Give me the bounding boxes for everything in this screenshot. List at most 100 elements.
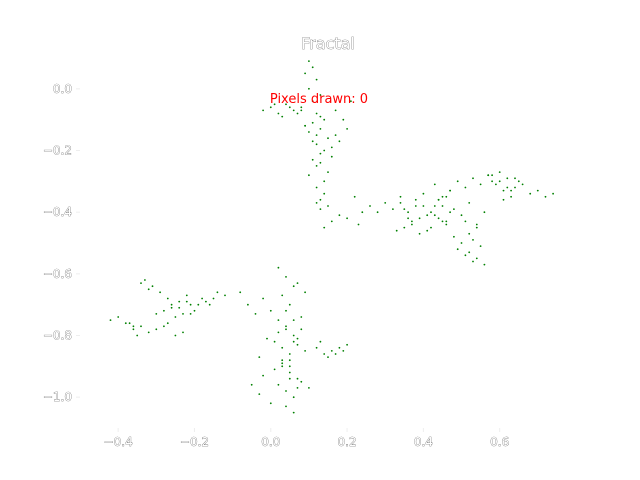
data-point — [117, 316, 120, 318]
data-point — [285, 390, 287, 392]
data-point — [491, 174, 493, 177]
data-point — [517, 180, 520, 183]
data-point — [327, 137, 329, 140]
data-point — [285, 276, 287, 278]
data-point — [319, 152, 322, 155]
data-point — [315, 186, 318, 189]
data-point — [418, 217, 421, 220]
data-point — [433, 205, 436, 207]
data-point — [124, 322, 127, 325]
data-point — [441, 220, 444, 223]
data-point — [407, 211, 409, 214]
data-point — [311, 158, 314, 161]
data-point — [445, 220, 448, 223]
data-point — [475, 257, 478, 260]
data-point — [334, 109, 337, 112]
data-point — [296, 337, 299, 340]
data-point — [346, 217, 348, 220]
data-point — [323, 226, 326, 229]
data-point — [498, 180, 501, 183]
data-point — [166, 297, 169, 300]
data-point — [288, 303, 291, 306]
data-point — [300, 109, 303, 112]
data-point — [479, 183, 482, 186]
data-point — [338, 140, 341, 143]
data-point — [453, 235, 455, 238]
data-point — [262, 374, 264, 377]
data-point — [189, 303, 192, 306]
data-point — [445, 223, 448, 226]
data-point — [472, 239, 474, 241]
data-point — [308, 131, 310, 133]
data-point — [327, 205, 329, 207]
data-point — [308, 387, 310, 389]
data-point — [292, 319, 295, 321]
x-tick-label: 0.2 — [338, 435, 357, 449]
data-point — [334, 134, 337, 137]
data-point — [296, 377, 299, 380]
data-point — [327, 171, 329, 174]
data-point — [155, 313, 158, 315]
data-point — [346, 343, 348, 346]
data-point — [128, 322, 131, 325]
data-point — [407, 217, 409, 220]
data-point — [426, 229, 429, 232]
data-point — [288, 365, 291, 368]
data-point — [178, 300, 181, 303]
data-point — [281, 365, 284, 368]
data-point — [304, 72, 306, 75]
data-point — [266, 337, 268, 340]
data-point — [163, 309, 165, 312]
data-point — [506, 186, 509, 189]
data-point — [262, 109, 264, 112]
data-point — [315, 202, 318, 204]
data-point — [288, 371, 291, 374]
x-tick-label: 0.0 — [261, 435, 280, 449]
data-point — [483, 263, 486, 266]
data-point — [311, 140, 314, 143]
data-point — [369, 205, 371, 207]
data-point — [510, 189, 512, 192]
data-point — [292, 411, 295, 414]
data-point — [342, 118, 345, 121]
data-point — [182, 331, 184, 334]
data-point — [514, 177, 516, 180]
y-tick-label: −0.4 — [43, 205, 72, 219]
data-point — [147, 288, 150, 291]
data-point — [132, 325, 135, 328]
data-point — [281, 115, 284, 118]
data-point — [403, 226, 406, 229]
data-point — [426, 214, 429, 217]
data-point — [250, 383, 253, 386]
data-point — [166, 322, 169, 325]
data-point — [441, 205, 444, 207]
data-point — [273, 340, 276, 343]
data-point — [258, 393, 261, 395]
data-point — [472, 177, 474, 180]
data-point — [212, 297, 215, 300]
data-point — [460, 242, 463, 244]
data-point — [304, 350, 306, 352]
data-point — [254, 313, 257, 315]
data-point — [285, 103, 287, 106]
data-point — [502, 189, 505, 192]
data-point — [422, 205, 425, 207]
data-point — [487, 174, 490, 177]
data-point — [327, 356, 329, 358]
data-point — [296, 343, 299, 346]
data-point — [414, 205, 417, 207]
data-point — [472, 260, 474, 263]
data-point — [277, 266, 280, 269]
data-point — [315, 346, 318, 349]
data-point — [155, 328, 158, 331]
data-points — [109, 60, 554, 414]
data-point — [430, 226, 432, 229]
data-point — [285, 309, 287, 312]
data-point — [334, 353, 337, 355]
data-point — [323, 149, 326, 152]
data-point — [197, 303, 200, 306]
data-point — [292, 109, 295, 112]
data-point — [395, 229, 398, 232]
data-point — [498, 171, 501, 174]
data-point — [453, 208, 455, 211]
